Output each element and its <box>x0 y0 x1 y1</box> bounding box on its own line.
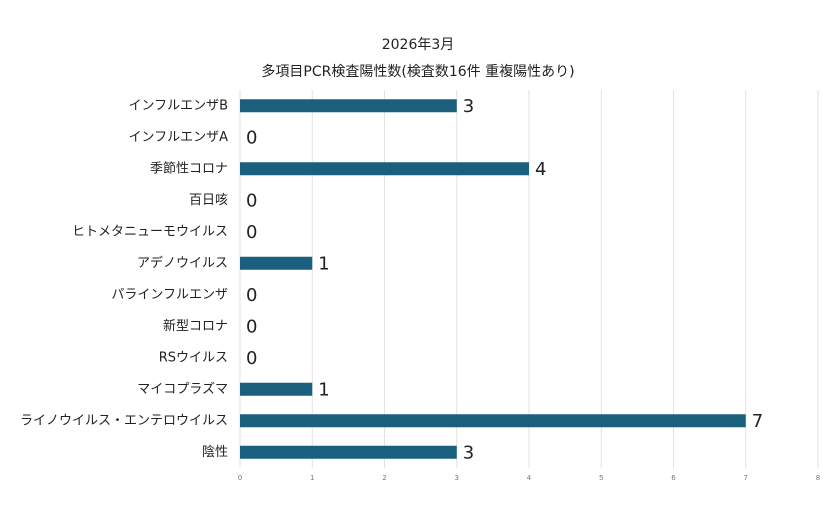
bar <box>240 162 529 176</box>
x-tick-label: 1 <box>310 474 314 482</box>
y-tick-label: 季節性コロナ <box>150 161 228 176</box>
data-label: 0 <box>246 285 257 306</box>
x-tick-label: 6 <box>671 474 676 482</box>
bar <box>240 99 457 113</box>
chart-title: 2026年3月 <box>382 37 455 53</box>
y-tick-label: パラインフルエンザ <box>111 287 228 302</box>
x-tick-label: 4 <box>527 474 532 482</box>
x-tick-label: 7 <box>744 474 748 482</box>
x-tick-label: 0 <box>238 474 242 482</box>
y-tick-label: アデノウイルス <box>137 255 228 271</box>
y-tick-label: インフルエンザA <box>128 130 228 145</box>
y-tick-label: 新型コロナ <box>163 318 228 334</box>
data-label: 0 <box>246 190 257 211</box>
bar <box>240 445 457 459</box>
x-tick-label: 3 <box>455 474 459 482</box>
bar <box>240 256 313 270</box>
data-label: 4 <box>535 159 546 180</box>
y-tick-label: インフルエンザB <box>128 98 228 113</box>
y-tick-label: マイコプラズマ <box>137 381 228 397</box>
data-label: 0 <box>246 348 257 369</box>
x-tick-label: 8 <box>816 474 820 482</box>
y-tick-label: 陰性 <box>202 445 228 460</box>
y-tick-label: ヒトメタニューモウイルス <box>72 224 228 239</box>
x-tick-label: 2 <box>382 474 386 482</box>
bar <box>240 414 746 428</box>
data-label: 3 <box>463 96 474 117</box>
data-label: 0 <box>246 222 257 243</box>
data-label: 3 <box>463 442 474 463</box>
chart-subtitle: 多項目PCR検査陽性数(検査数16件 重複陽性あり) <box>261 63 574 80</box>
data-label: 0 <box>246 316 257 337</box>
data-label: 0 <box>246 127 257 148</box>
x-tick-label: 5 <box>599 474 603 482</box>
data-label: 1 <box>318 253 329 274</box>
y-tick-label: ライノウイルス・エンテロウイルス <box>20 413 228 428</box>
data-label: 1 <box>318 379 329 400</box>
data-label: 7 <box>752 411 763 432</box>
y-tick-label: RSウイルス <box>159 350 228 365</box>
bar <box>240 382 313 396</box>
y-tick-label: 百日咳 <box>189 193 228 208</box>
